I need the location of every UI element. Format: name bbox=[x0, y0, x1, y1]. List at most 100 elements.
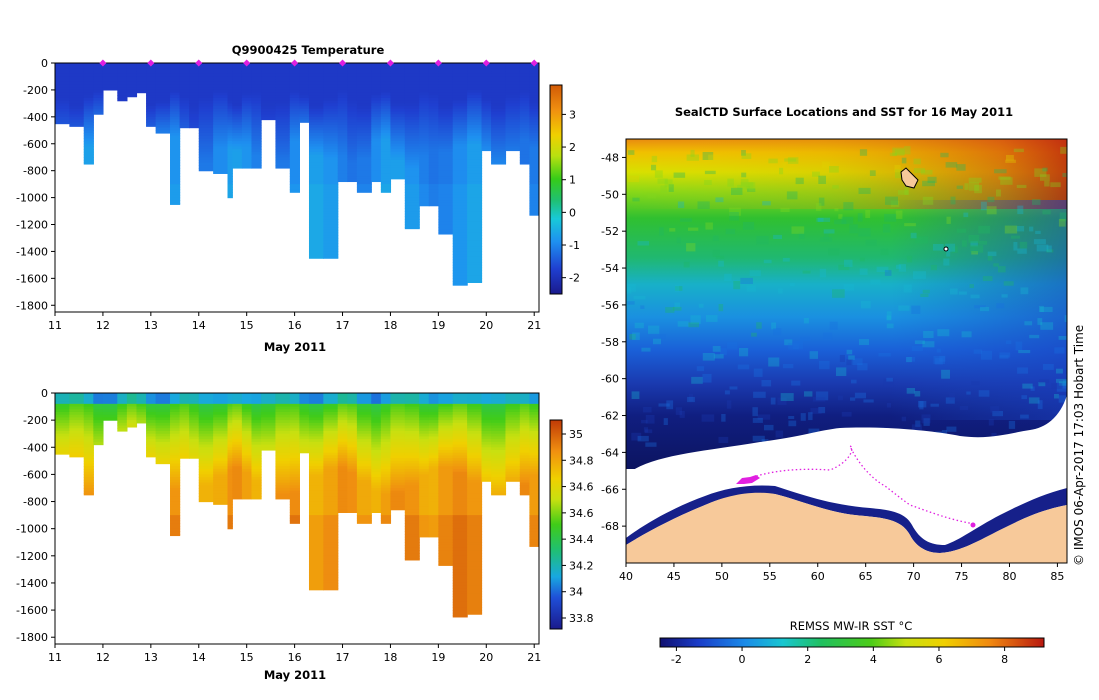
temperature-cell bbox=[146, 79, 157, 83]
temperature-cell bbox=[198, 151, 214, 156]
temperature-cell bbox=[146, 95, 157, 99]
temperature-cell bbox=[452, 87, 468, 91]
salinity-cell bbox=[428, 523, 439, 527]
temperature-cell bbox=[467, 119, 483, 123]
salinity-cell bbox=[467, 561, 483, 565]
sst-texture-patch bbox=[837, 395, 843, 401]
sst-texture-patch bbox=[721, 414, 726, 422]
temperature-cell bbox=[529, 205, 539, 209]
temperature-cell bbox=[323, 240, 339, 244]
salinity-cell bbox=[213, 447, 229, 451]
temperature-cell bbox=[404, 135, 420, 139]
map-x-tick-label: 55 bbox=[763, 570, 777, 583]
temperature-cell bbox=[419, 202, 430, 207]
salinity-cell bbox=[308, 512, 324, 516]
salinity-cell bbox=[529, 525, 539, 530]
salinity-cell bbox=[356, 460, 372, 465]
temperature-cell bbox=[323, 108, 339, 113]
salinity-cell bbox=[213, 501, 229, 505]
temperature-cell bbox=[308, 100, 324, 104]
salinity-cell bbox=[356, 401, 372, 405]
salinity-cell bbox=[347, 449, 358, 454]
temperature-cell bbox=[198, 119, 214, 123]
temperature-cell bbox=[232, 73, 243, 78]
sst-texture-patch bbox=[726, 342, 738, 350]
sst-texture-patch bbox=[674, 285, 680, 292]
temperature-cell bbox=[323, 208, 339, 212]
temperature-cell bbox=[83, 141, 94, 145]
salinity-cell bbox=[337, 433, 348, 438]
salinity-cell bbox=[438, 553, 454, 557]
sst-texture-patch bbox=[727, 178, 734, 187]
temperature-cell bbox=[155, 100, 171, 104]
temperature-cell bbox=[83, 143, 94, 148]
salinity-cell bbox=[519, 409, 531, 413]
temperature-cell bbox=[83, 132, 94, 137]
sst-texture-patch bbox=[718, 304, 724, 312]
temperature-cell bbox=[83, 68, 94, 72]
temperature-cell bbox=[481, 143, 492, 148]
temperature-cell bbox=[136, 73, 147, 78]
salinity-cell bbox=[232, 493, 243, 497]
temperature-cell bbox=[404, 130, 420, 134]
salinity-cell bbox=[452, 398, 468, 402]
salinity-cell bbox=[69, 430, 85, 435]
salinity-cell bbox=[428, 463, 439, 467]
salinity-cell bbox=[428, 414, 439, 419]
salinity-cell bbox=[299, 409, 310, 413]
temperature-cell bbox=[146, 116, 157, 121]
temperature-cell bbox=[213, 132, 229, 137]
salinity-cell bbox=[83, 393, 94, 397]
salinity-cell bbox=[251, 441, 262, 446]
temperature-cell bbox=[380, 108, 392, 113]
salinity-cell bbox=[93, 441, 104, 446]
salinity-cell bbox=[136, 409, 147, 413]
temperature-cell bbox=[519, 103, 531, 107]
salinity-cell bbox=[467, 517, 483, 522]
sst-colorbar-tick-label: -2 bbox=[671, 653, 682, 666]
salinity-cell bbox=[428, 498, 439, 503]
salinity-cell bbox=[505, 463, 521, 467]
temperature-cell bbox=[337, 124, 348, 129]
salinity-cell bbox=[189, 417, 200, 421]
salinity-cell bbox=[491, 482, 507, 486]
sst-texture-patch bbox=[627, 150, 635, 155]
temperature-cell bbox=[491, 84, 507, 88]
temperature-cell bbox=[380, 167, 392, 172]
salinity-cell bbox=[83, 403, 94, 408]
temperature-cell bbox=[467, 73, 483, 78]
salinity-cell bbox=[467, 612, 483, 615]
salinity-cell bbox=[179, 452, 190, 457]
temperature-cell bbox=[126, 65, 138, 69]
salinity-cell bbox=[371, 493, 382, 497]
salinity-cell bbox=[83, 493, 94, 496]
salinity-cell bbox=[380, 403, 392, 408]
sst-texture-patch bbox=[1052, 410, 1059, 414]
temperature-cell bbox=[232, 141, 243, 145]
colorbar-tick-label: 34 bbox=[569, 586, 583, 599]
salinity-cell bbox=[232, 479, 243, 484]
temperature-cell bbox=[428, 84, 439, 88]
temperature-cell bbox=[289, 87, 300, 91]
temperature-cell bbox=[481, 114, 492, 118]
salinity-cell bbox=[55, 401, 70, 405]
temperature-cell bbox=[481, 141, 492, 145]
sst-texture-patch bbox=[829, 166, 839, 173]
temperature-cell bbox=[323, 170, 339, 174]
temperature-cell bbox=[419, 122, 430, 126]
colorbar-tick-label: -2 bbox=[569, 272, 580, 285]
salinity-cell bbox=[505, 466, 521, 470]
salinity-cell bbox=[232, 411, 243, 416]
salinity-cell bbox=[308, 439, 324, 443]
salinity-cell bbox=[452, 509, 468, 513]
temperature-cell bbox=[232, 87, 243, 91]
salinity-cell bbox=[452, 477, 468, 481]
temperature-cell bbox=[308, 197, 324, 201]
temperature-cell bbox=[170, 194, 181, 199]
temperature-cell bbox=[452, 192, 468, 196]
salinity-cell bbox=[227, 512, 233, 516]
salinity-cell bbox=[126, 409, 138, 413]
salinity-cell bbox=[308, 542, 324, 546]
map-x-tick-label: 40 bbox=[619, 570, 633, 583]
